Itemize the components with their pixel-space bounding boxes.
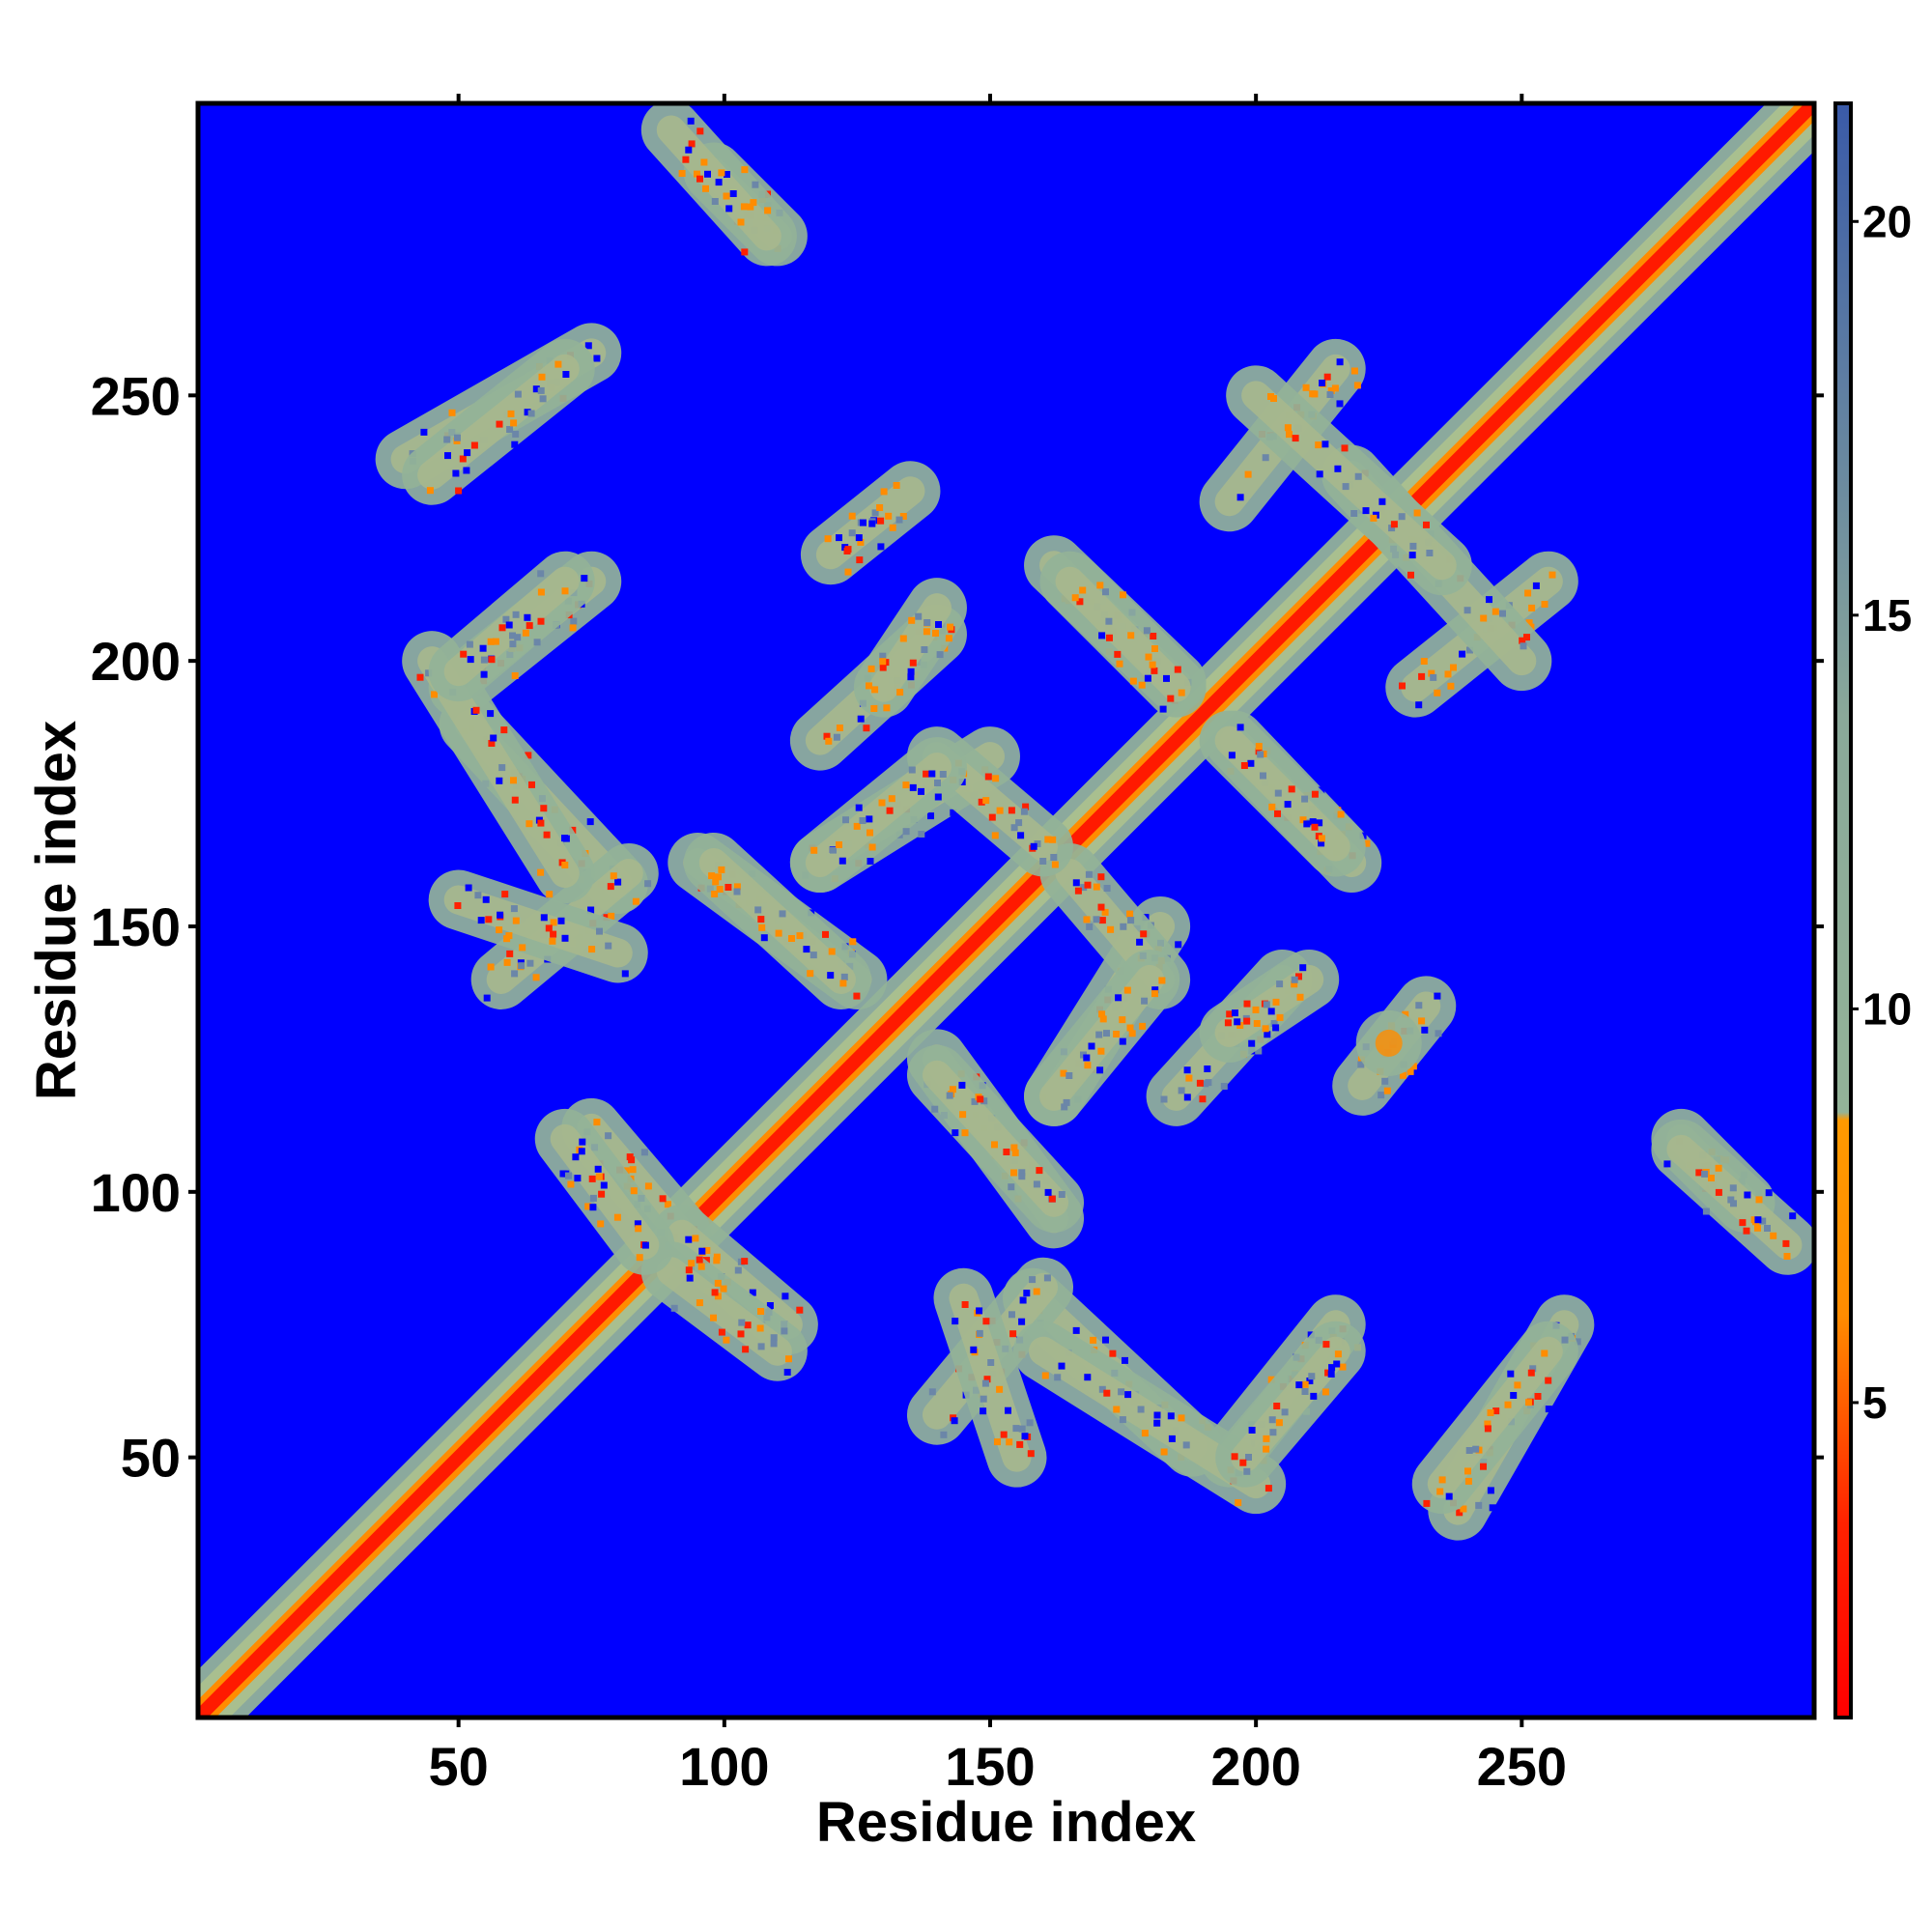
contact-parallel: [1199, 949, 1340, 1063]
y-tick-label: 100: [91, 1162, 181, 1223]
contact-features: [198, 103, 1814, 1718]
y-tick-label: 50: [121, 1428, 181, 1489]
contact-parallel: [800, 461, 941, 585]
y-axis-ticks: 50 100 150 200 250: [91, 365, 1824, 1489]
colorbar-tick-label: 5: [1862, 1378, 1888, 1428]
contact-antiparallel-mirror: [683, 833, 871, 1009]
x-tick-label: 100: [679, 1736, 769, 1797]
contact-antiparallel-mirror: [428, 869, 648, 983]
heatmap-plot-area: [195, 100, 1817, 1720]
contact-antiparallel: [906, 1044, 1085, 1233]
plot-frame: [195, 100, 1817, 1720]
contact-parallel: [1024, 949, 1180, 1126]
contact-spot: [1355, 1009, 1422, 1076]
x-tick-label: 150: [945, 1736, 1035, 1797]
y-tick-label: 250: [91, 365, 181, 426]
contact-antiparallel: [1651, 1119, 1814, 1275]
contact-antiparallel-mirror: [1226, 365, 1472, 596]
colorbar-tick-label: 15: [1862, 590, 1912, 640]
contact-antiparallel-mirror: [1039, 551, 1207, 718]
x-tick-label: 200: [1210, 1736, 1300, 1797]
colorbar: 5 10 15 20: [1833, 101, 1912, 1719]
colorbar-tick-label: 20: [1862, 196, 1912, 246]
contact-diagonal: [198, 103, 1814, 1718]
contact-parallel-mirror: [853, 578, 967, 718]
y-axis-title: Residue index: [25, 721, 88, 1100]
y-tick-label: 150: [91, 896, 181, 957]
colorbar-tick-label: 10: [1862, 983, 1912, 1034]
contact-parallel-mirror: [789, 737, 967, 894]
colorbar-gradient: [1833, 101, 1853, 1719]
contact-antiparallel: [933, 1267, 1047, 1488]
y-tick-label: 200: [91, 631, 181, 692]
x-tick-label: 250: [1477, 1736, 1567, 1797]
contact-parallel-mirror: [402, 338, 595, 505]
x-tick-label: 50: [429, 1736, 489, 1797]
x-axis-ticks: 50 100 150 200 250: [429, 94, 1567, 1797]
contact-antiparallel-mirror: [534, 1108, 675, 1275]
x-axis-title: Residue index: [816, 1791, 1196, 1854]
contact-antiparallel: [640, 1241, 808, 1381]
contact-parallel: [1215, 1321, 1366, 1488]
contact-parallel: [1411, 1321, 1578, 1515]
colorbar-ticks: 5 10 15 20: [1851, 196, 1912, 1428]
contact-parallel-mirror: [428, 551, 595, 702]
contact-antiparallel: [1199, 710, 1366, 877]
contact-antiparallel-mirror: [640, 103, 797, 267]
